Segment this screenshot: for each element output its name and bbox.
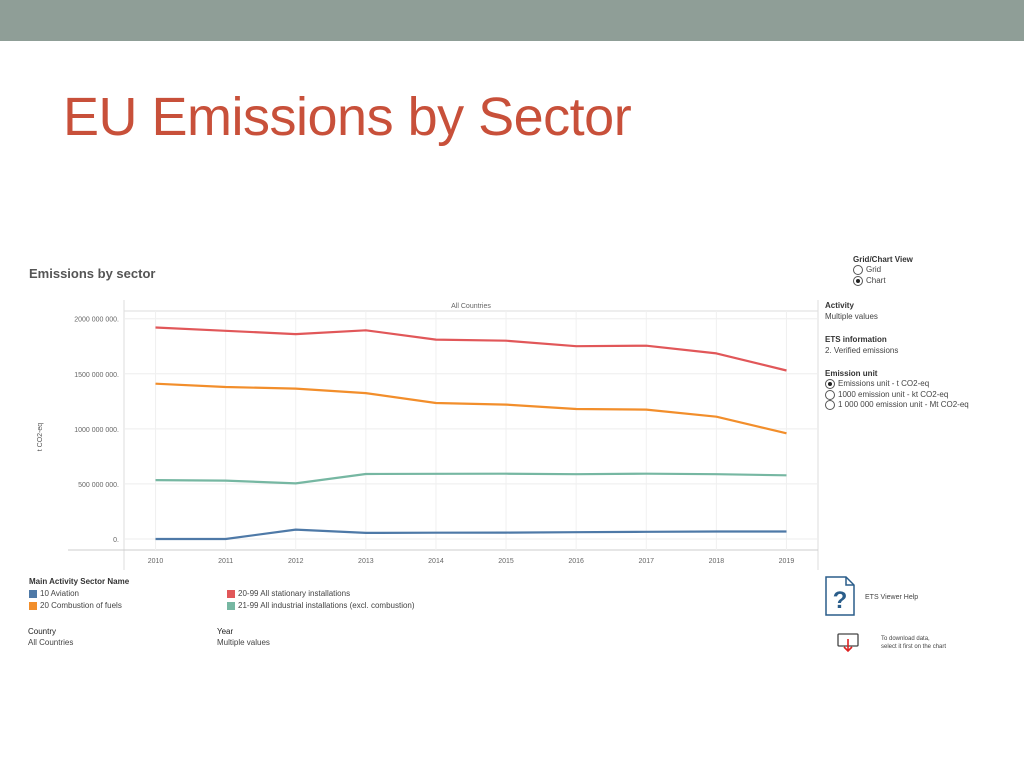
year-filter-value[interactable]: Multiple values xyxy=(217,638,270,647)
help-label[interactable]: ETS Viewer Help xyxy=(865,594,919,601)
x-tick-label: 2016 xyxy=(568,558,584,565)
svg-text:?: ? xyxy=(833,587,848,614)
y-tick-label: 1500 000 000. xyxy=(74,372,119,379)
unit-option-mt[interactable]: 1 000 000 emission unit - Mt CO2-eq xyxy=(825,400,969,411)
x-tick-label: 2014 xyxy=(428,558,444,565)
view-chart-option[interactable]: Chart xyxy=(853,275,886,287)
series-line-2 xyxy=(155,472,787,485)
x-tick-label: 2012 xyxy=(288,558,304,565)
emission-unit-label: Emission unit xyxy=(825,369,878,378)
y-tick-label: 0. xyxy=(113,537,119,544)
x-tick-label: 2019 xyxy=(779,558,795,565)
emission-unit-options: Emissions unit - t CO2-eq 1000 emission … xyxy=(825,379,969,411)
radio-selected-icon[interactable] xyxy=(853,275,863,286)
x-tick-label: 2013 xyxy=(358,558,374,565)
ets-info-value[interactable]: 2. Verified emissions xyxy=(825,346,899,355)
y-axis-label: t CO2-eq xyxy=(37,423,44,452)
x-tick-label: 2018 xyxy=(709,558,725,565)
help-document-icon[interactable]: ? xyxy=(825,576,855,616)
legend-item-stationary[interactable]: 20-99 All stationary installations xyxy=(227,589,350,598)
country-filter-label: Country xyxy=(28,627,57,636)
top-band xyxy=(0,0,1024,41)
ets-info-label: ETS information xyxy=(825,335,887,344)
country-filter-value[interactable]: All Countries xyxy=(28,638,74,647)
x-tick-label: 2017 xyxy=(638,558,654,565)
chart-title: All Countries xyxy=(451,303,491,310)
legend-title: Main Activity Sector Name xyxy=(29,577,130,586)
legend-item-industrial[interactable]: 21-99 All industrial installations (excl… xyxy=(227,601,415,610)
radio-icon[interactable] xyxy=(825,400,835,410)
legend-swatch xyxy=(29,589,37,598)
chart-heading: Emissions by sector xyxy=(29,266,156,281)
unit-option-kt[interactable]: 1000 emission unit - kt CO2-eq xyxy=(825,389,969,401)
activity-filter-value[interactable]: Multiple values xyxy=(825,312,878,321)
radio-icon[interactable] xyxy=(825,389,835,400)
view-toggle: Grid Chart xyxy=(853,265,886,286)
legend-swatch xyxy=(227,589,235,598)
y-tick-label: 500 000 000. xyxy=(78,482,119,489)
y-tick-label: 2000 000 000. xyxy=(74,317,119,324)
series-line-0 xyxy=(155,326,787,372)
download-icon[interactable] xyxy=(837,633,861,653)
legend-swatch xyxy=(227,601,235,610)
radio-icon[interactable] xyxy=(853,265,863,275)
radio-selected-icon[interactable] xyxy=(825,379,835,389)
legend-item-combustion[interactable]: 20 Combustion of fuels xyxy=(29,601,122,610)
series-line-1 xyxy=(155,382,787,435)
year-filter-label: Year xyxy=(217,627,234,636)
download-hint: To download data, select it first on the… xyxy=(881,636,947,650)
x-tick-label: 2011 xyxy=(218,558,233,565)
series-line-3 xyxy=(155,528,787,541)
x-tick-label: 2015 xyxy=(498,558,514,565)
y-tick-label: 1000 000 000. xyxy=(74,427,119,434)
view-toggle-title: Grid/Chart View xyxy=(853,255,913,264)
legend-item-aviation[interactable]: 10 Aviation xyxy=(29,589,79,598)
unit-option-t[interactable]: Emissions unit - t CO2-eq xyxy=(825,379,969,390)
slide-title: EU Emissions by Sector xyxy=(63,87,632,147)
legend-swatch xyxy=(29,601,37,610)
activity-filter-label: Activity xyxy=(825,301,854,310)
x-tick-label: 2010 xyxy=(148,558,164,565)
view-grid-option[interactable]: Grid xyxy=(853,265,886,276)
